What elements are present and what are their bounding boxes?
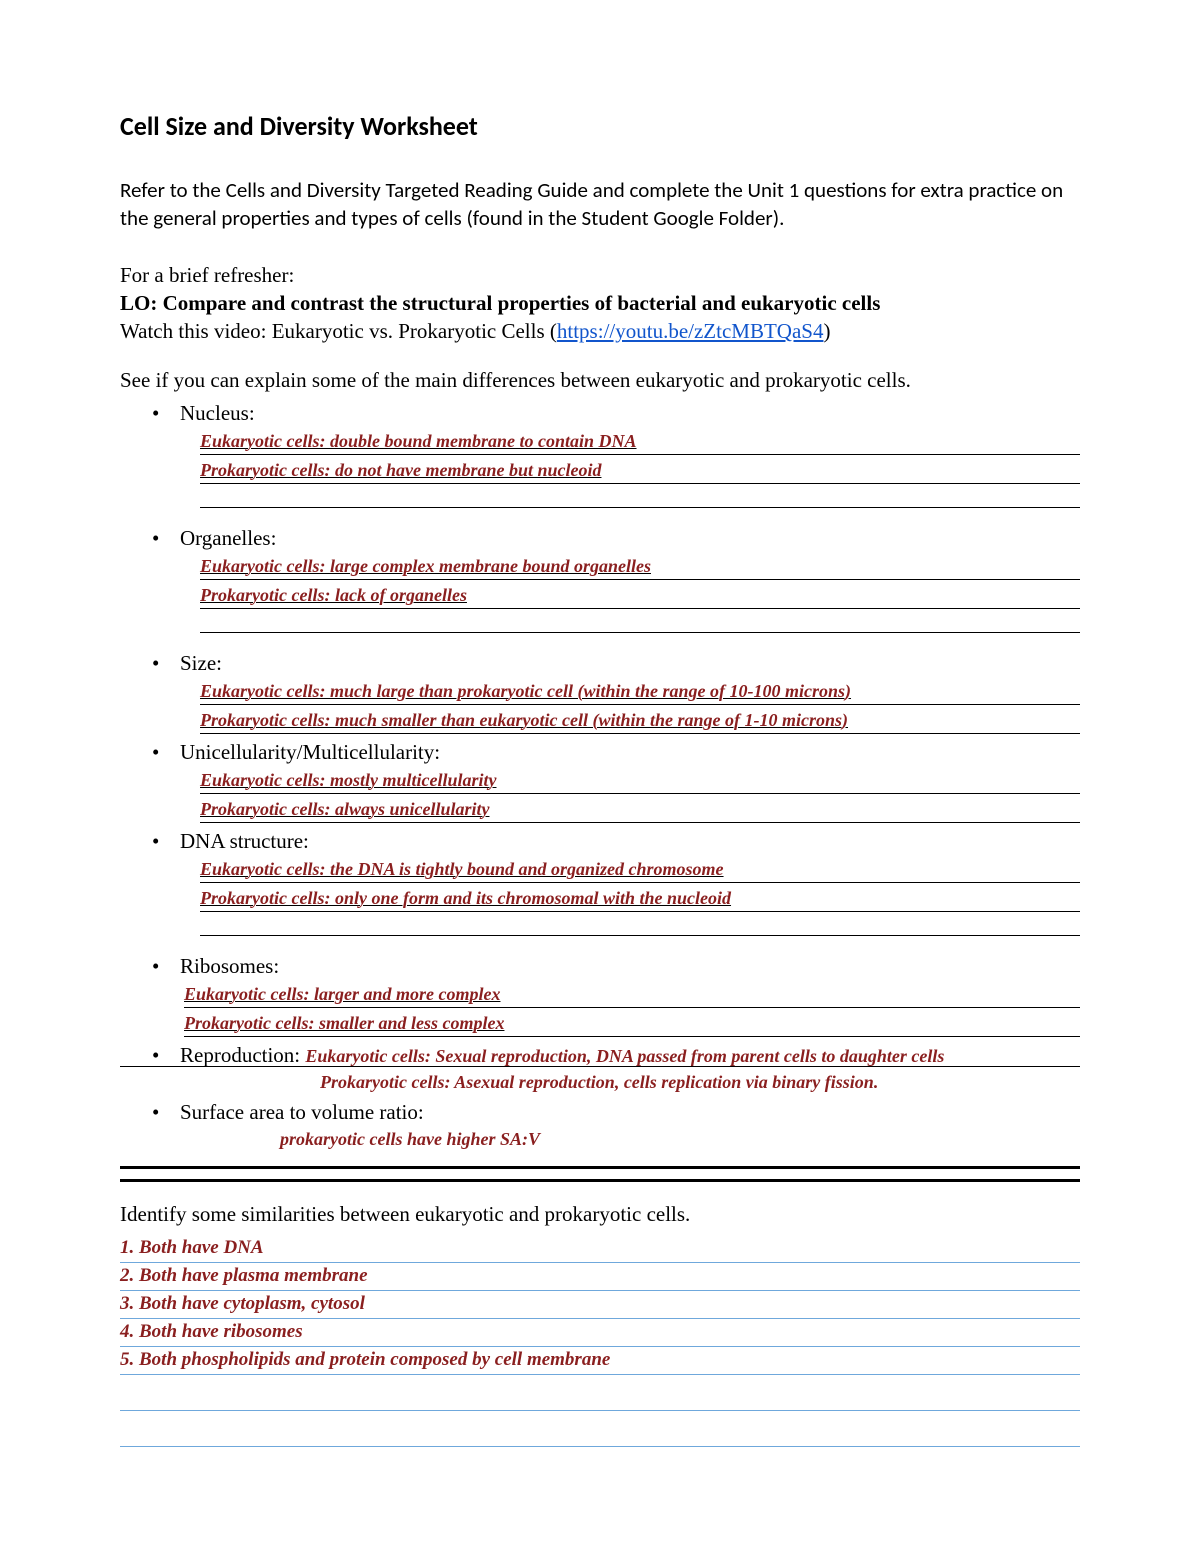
- refresher-block: For a brief refresher: LO: Compare and c…: [120, 261, 1080, 346]
- similarity-line: 4. Both have ribosomes: [120, 1319, 1080, 1347]
- similarity-line: 1. Both have DNA: [120, 1235, 1080, 1263]
- answer-text: Eukaryotic cells: the DNA is tightly bou…: [200, 859, 724, 879]
- answer-text: Eukaryotic cells: larger and more comple…: [184, 984, 500, 1004]
- refresher-label: For a brief refresher:: [120, 261, 1080, 289]
- page-title: Cell Size and Diversity Worksheet: [120, 110, 1080, 142]
- item-reproduction: Reproduction: Eukaryotic cells: Sexual r…: [180, 1043, 1080, 1094]
- answer-text: Eukaryotic cells: Sexual reproduction, D…: [305, 1046, 944, 1066]
- answer-text: Prokaryotic cells: lack of organelles: [200, 585, 467, 605]
- watch-video-line: Watch this video: Eukaryotic vs. Prokary…: [120, 317, 1080, 345]
- similarity-line: 3. Both have cytoplasm, cytosol: [120, 1291, 1080, 1319]
- item-cellularity: Unicellularity/Multicellularity: Eukaryo…: [180, 740, 1080, 823]
- item-ribosomes: Ribosomes: Eukaryotic cells: larger and …: [180, 954, 1080, 1037]
- answer-text: Prokaryotic cells: do not have membrane …: [200, 460, 601, 480]
- item-label: Reproduction:: [180, 1043, 300, 1067]
- answer-text: Eukaryotic cells: double bound membrane …: [200, 431, 637, 451]
- explain-paragraph: See if you can explain some of the main …: [120, 368, 1080, 393]
- answer-text: Prokaryotic cells: only one form and its…: [200, 888, 731, 908]
- differences-list: Nucleus: Eukaryotic cells: double bound …: [120, 401, 1080, 1150]
- answer-text: Eukaryotic cells: large complex membrane…: [200, 556, 651, 576]
- divider: [120, 1179, 1080, 1182]
- item-label: Ribosomes:: [180, 954, 279, 978]
- item-sav: Surface area to volume ratio: prokaryoti…: [180, 1100, 1080, 1150]
- answer-text: prokaryotic cells have higher SA:V: [280, 1129, 1080, 1150]
- learning-objective: LO: Compare and contrast the structural …: [120, 289, 1080, 317]
- answer-text: Eukaryotic cells: mostly multicellularit…: [200, 770, 496, 790]
- item-label: Size:: [180, 651, 222, 675]
- similarity-line: 5. Both phospholipids and protein compos…: [120, 1347, 1080, 1375]
- item-size: Size: Eukaryotic cells: much large than …: [180, 651, 1080, 734]
- blank-line: [120, 1423, 1080, 1447]
- item-label: Organelles:: [180, 526, 276, 550]
- similarities-header: Identify some similarities between eukar…: [120, 1202, 1080, 1227]
- blank-line: [120, 1387, 1080, 1411]
- watch-suffix: ): [823, 319, 830, 343]
- divider: [120, 1166, 1080, 1169]
- answer-text: Eukaryotic cells: much large than prokar…: [200, 681, 851, 701]
- item-label: Nucleus:: [180, 401, 255, 425]
- intro-paragraph: Refer to the Cells and Diversity Targete…: [120, 176, 1080, 233]
- item-label: DNA structure:: [180, 829, 309, 853]
- item-organelles: Organelles: Eukaryotic cells: large comp…: [180, 526, 1080, 633]
- item-dna: DNA structure: Eukaryotic cells: the DNA…: [180, 829, 1080, 936]
- answer-text: Prokaryotic cells: much smaller than euk…: [200, 710, 848, 730]
- item-nucleus: Nucleus: Eukaryotic cells: double bound …: [180, 401, 1080, 508]
- similarity-line: 2. Both have plasma membrane: [120, 1263, 1080, 1291]
- item-label: Unicellularity/Multicellularity:: [180, 740, 440, 764]
- video-link[interactable]: https://youtu.be/zZtcMBTQaS4: [557, 319, 824, 343]
- answer-text: Prokaryotic cells: Asexual reproduction,…: [320, 1072, 878, 1093]
- watch-prefix: Watch this video: Eukaryotic vs. Prokary…: [120, 319, 557, 343]
- answer-text: Prokaryotic cells: smaller and less comp…: [184, 1013, 504, 1033]
- item-label: Surface area to volume ratio:: [180, 1100, 424, 1124]
- answer-text: Prokaryotic cells: always unicellularity: [200, 799, 489, 819]
